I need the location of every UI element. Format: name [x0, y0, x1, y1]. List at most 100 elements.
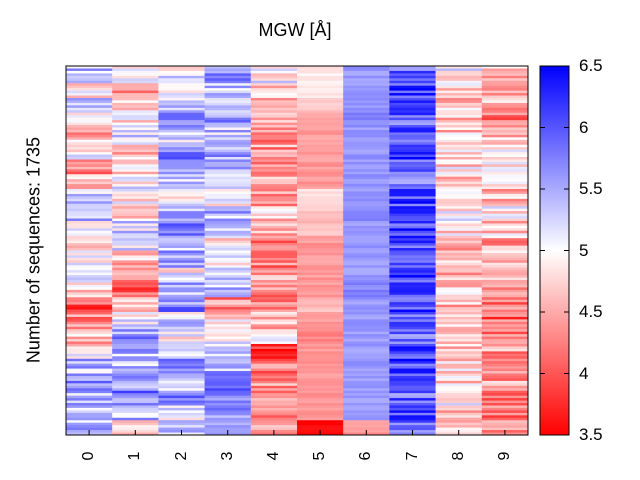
heatmap-cell — [66, 292, 113, 296]
heatmap-cell — [435, 176, 483, 180]
heatmap-cell — [343, 112, 390, 116]
heatmap-cell — [204, 346, 252, 350]
heatmap-cell — [158, 267, 206, 271]
heatmap-cell — [343, 142, 390, 146]
heatmap-cell — [112, 385, 159, 389]
heatmap-cell — [481, 166, 529, 170]
heatmap-cell — [66, 93, 113, 97]
heatmap-cell — [389, 388, 437, 392]
heatmap-cell — [250, 243, 298, 247]
heatmap-cell — [481, 257, 529, 261]
heatmap-cell — [158, 132, 206, 136]
x-tick-label: 3 — [218, 451, 236, 461]
heatmap-cell — [250, 78, 298, 82]
heatmap-cell — [343, 201, 390, 205]
heatmap-cell — [389, 375, 437, 379]
heatmap-cell — [297, 157, 344, 160]
heatmap-cell — [250, 262, 298, 266]
heatmap-cell — [204, 299, 252, 303]
heatmap-cell — [343, 316, 390, 320]
heatmap-cell — [481, 186, 529, 190]
heatmap-cell — [204, 233, 252, 237]
heatmap-cell — [112, 102, 159, 106]
heatmap-cell — [66, 284, 113, 288]
heatmap-cell — [66, 120, 113, 124]
heatmap-cell — [112, 277, 159, 281]
heatmap-cell — [66, 309, 113, 313]
heatmap-cell — [343, 380, 390, 384]
heatmap-cell — [250, 312, 298, 315]
heatmap-cell — [112, 203, 159, 207]
heatmap-cell — [297, 252, 344, 256]
heatmap-cell — [204, 410, 252, 414]
heatmap-cell — [204, 230, 252, 234]
heatmap-cell — [250, 144, 298, 148]
heatmap-cell — [343, 90, 390, 94]
heatmap-cell — [250, 137, 298, 141]
heatmap-cell — [343, 319, 390, 323]
heatmap-cell — [481, 405, 529, 409]
heatmap-cell — [435, 420, 483, 424]
heatmap-cell — [66, 110, 113, 114]
heatmap-cell — [204, 68, 252, 72]
heatmap-cell — [158, 343, 206, 347]
heatmap-cell — [435, 270, 483, 274]
heatmap-cell — [389, 265, 437, 269]
heatmap-cell — [343, 378, 390, 382]
heatmap-cell — [343, 102, 390, 106]
heatmap-cell — [66, 334, 113, 338]
heatmap-cell — [158, 122, 206, 126]
heatmap-cell — [112, 208, 159, 212]
heatmap-cell — [435, 189, 483, 192]
heatmap-cell — [158, 270, 206, 274]
heatmap-cell — [66, 125, 113, 128]
heatmap-cell — [435, 380, 483, 384]
heatmap-cell — [343, 211, 390, 215]
heatmap-cell — [112, 144, 159, 148]
heatmap-cell — [158, 206, 206, 210]
heatmap-cell — [435, 78, 483, 82]
heatmap-cell — [250, 388, 298, 392]
heatmap-cell — [204, 73, 252, 77]
heatmap-cell — [112, 425, 159, 429]
heatmap-cell — [66, 238, 113, 242]
heatmap-cell — [158, 196, 206, 200]
heatmap-cell — [389, 425, 437, 429]
heatmap-cell — [250, 159, 298, 163]
heatmap-cell — [297, 181, 344, 185]
heatmap-cell — [343, 284, 390, 288]
heatmap-cell — [204, 85, 252, 89]
heatmap-cell — [66, 243, 113, 247]
heatmap-cell — [112, 243, 159, 247]
heatmap-cell — [112, 240, 159, 244]
heatmap-cell — [158, 120, 206, 124]
heatmap-cell — [435, 255, 483, 259]
heatmap-cell — [250, 412, 298, 416]
heatmap-cell — [343, 97, 390, 101]
heatmap-cell — [343, 171, 390, 175]
heatmap-cell — [343, 297, 390, 301]
heatmap-cell — [389, 255, 437, 259]
heatmap-cell — [435, 294, 483, 298]
heatmap-cell — [66, 115, 113, 119]
heatmap-cell — [204, 417, 252, 421]
heatmap-cell — [389, 267, 437, 271]
heatmap-cell — [389, 324, 437, 328]
heatmap-cell — [112, 157, 159, 160]
heatmap-cell — [435, 166, 483, 170]
heatmap-cell — [66, 346, 113, 350]
heatmap-cell — [158, 287, 206, 291]
heatmap-cell — [297, 405, 344, 409]
heatmap-cell — [389, 174, 437, 178]
heatmap-cell — [343, 137, 390, 141]
heatmap-cell — [297, 80, 344, 84]
heatmap-cell — [297, 186, 344, 190]
heatmap-cell — [250, 366, 298, 370]
x-tick-marks — [88, 430, 506, 435]
heatmap-cell — [343, 127, 390, 131]
heatmap-cell — [389, 326, 437, 330]
heatmap-cell — [112, 196, 159, 200]
heatmap-cell — [343, 248, 390, 251]
heatmap-cell — [66, 189, 113, 192]
heatmap-cell — [343, 304, 390, 308]
